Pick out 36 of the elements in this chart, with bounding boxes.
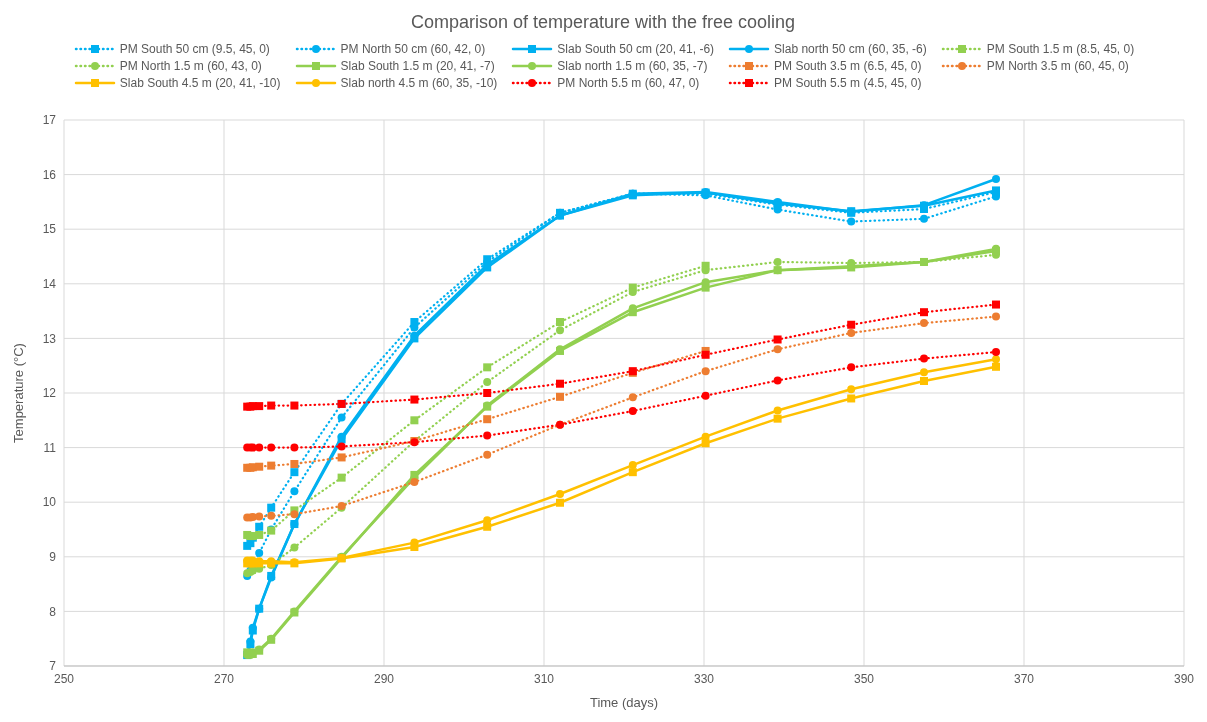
legend-label: Slab north 4.5 m (60, 35, -10) [340, 76, 498, 90]
legend-label: PM North 1.5 m (60, 43, 0) [119, 59, 262, 73]
legend-label: Slab South 50 cm (20, 41, -6) [557, 42, 715, 56]
x-tick-label: 350 [853, 671, 875, 686]
legend-label: Slab South 1.5 m (20, 41, -7) [340, 59, 495, 73]
y-axis-title: Temperature (°C) [10, 343, 26, 443]
y-tick-label: 11 [43, 440, 57, 455]
legend-label: Slab north 1.5 m (60, 35, -7) [557, 59, 708, 73]
y-tick-label: 8 [49, 604, 57, 619]
legend-label: PM South 50 cm (9.5, 45, 0) [119, 42, 270, 56]
legend-label: PM South 5.5 m (4.5, 45, 0) [774, 76, 922, 90]
y-tick-label: 17 [42, 113, 57, 128]
legend-label: PM South 1.5 m (8.5, 45, 0) [986, 42, 1135, 56]
y-tick-label: 14 [42, 277, 57, 292]
chart-title: Comparison of temperature with the free cooling [409, 11, 797, 34]
legend-label: PM North 50 cm (60, 42, 0) [340, 42, 486, 56]
y-tick-label: 16 [42, 167, 57, 182]
legend-label: PM North 3.5 m (60, 45, 0) [986, 59, 1129, 73]
y-tick-label: 10 [42, 495, 57, 510]
legend-label: PM South 3.5 m (6.5, 45, 0) [774, 59, 922, 73]
x-tick-label: 290 [373, 671, 395, 686]
x-tick-label: 310 [533, 671, 555, 686]
x-tick-label: 330 [693, 671, 715, 686]
y-tick-label: 7 [49, 659, 57, 674]
x-tick-label: 370 [1013, 671, 1035, 686]
x-tick-label: 270 [213, 671, 235, 686]
legend-label: Slab South 4.5 m (20, 41, -10) [119, 76, 281, 90]
legend-label: Slab north 50 cm (60, 35, -6) [774, 42, 927, 56]
y-tick-label: 13 [42, 331, 57, 346]
x-tick-label: 250 [53, 671, 75, 686]
x-tick-label: 390 [1173, 671, 1195, 686]
legend-label: PM North 5.5 m (60, 47, 0) [557, 76, 700, 90]
y-tick-label: 15 [42, 222, 57, 237]
y-tick-label: 9 [49, 550, 57, 565]
x-axis-title: Time (days) [589, 695, 659, 711]
y-tick-label: 12 [42, 386, 57, 401]
